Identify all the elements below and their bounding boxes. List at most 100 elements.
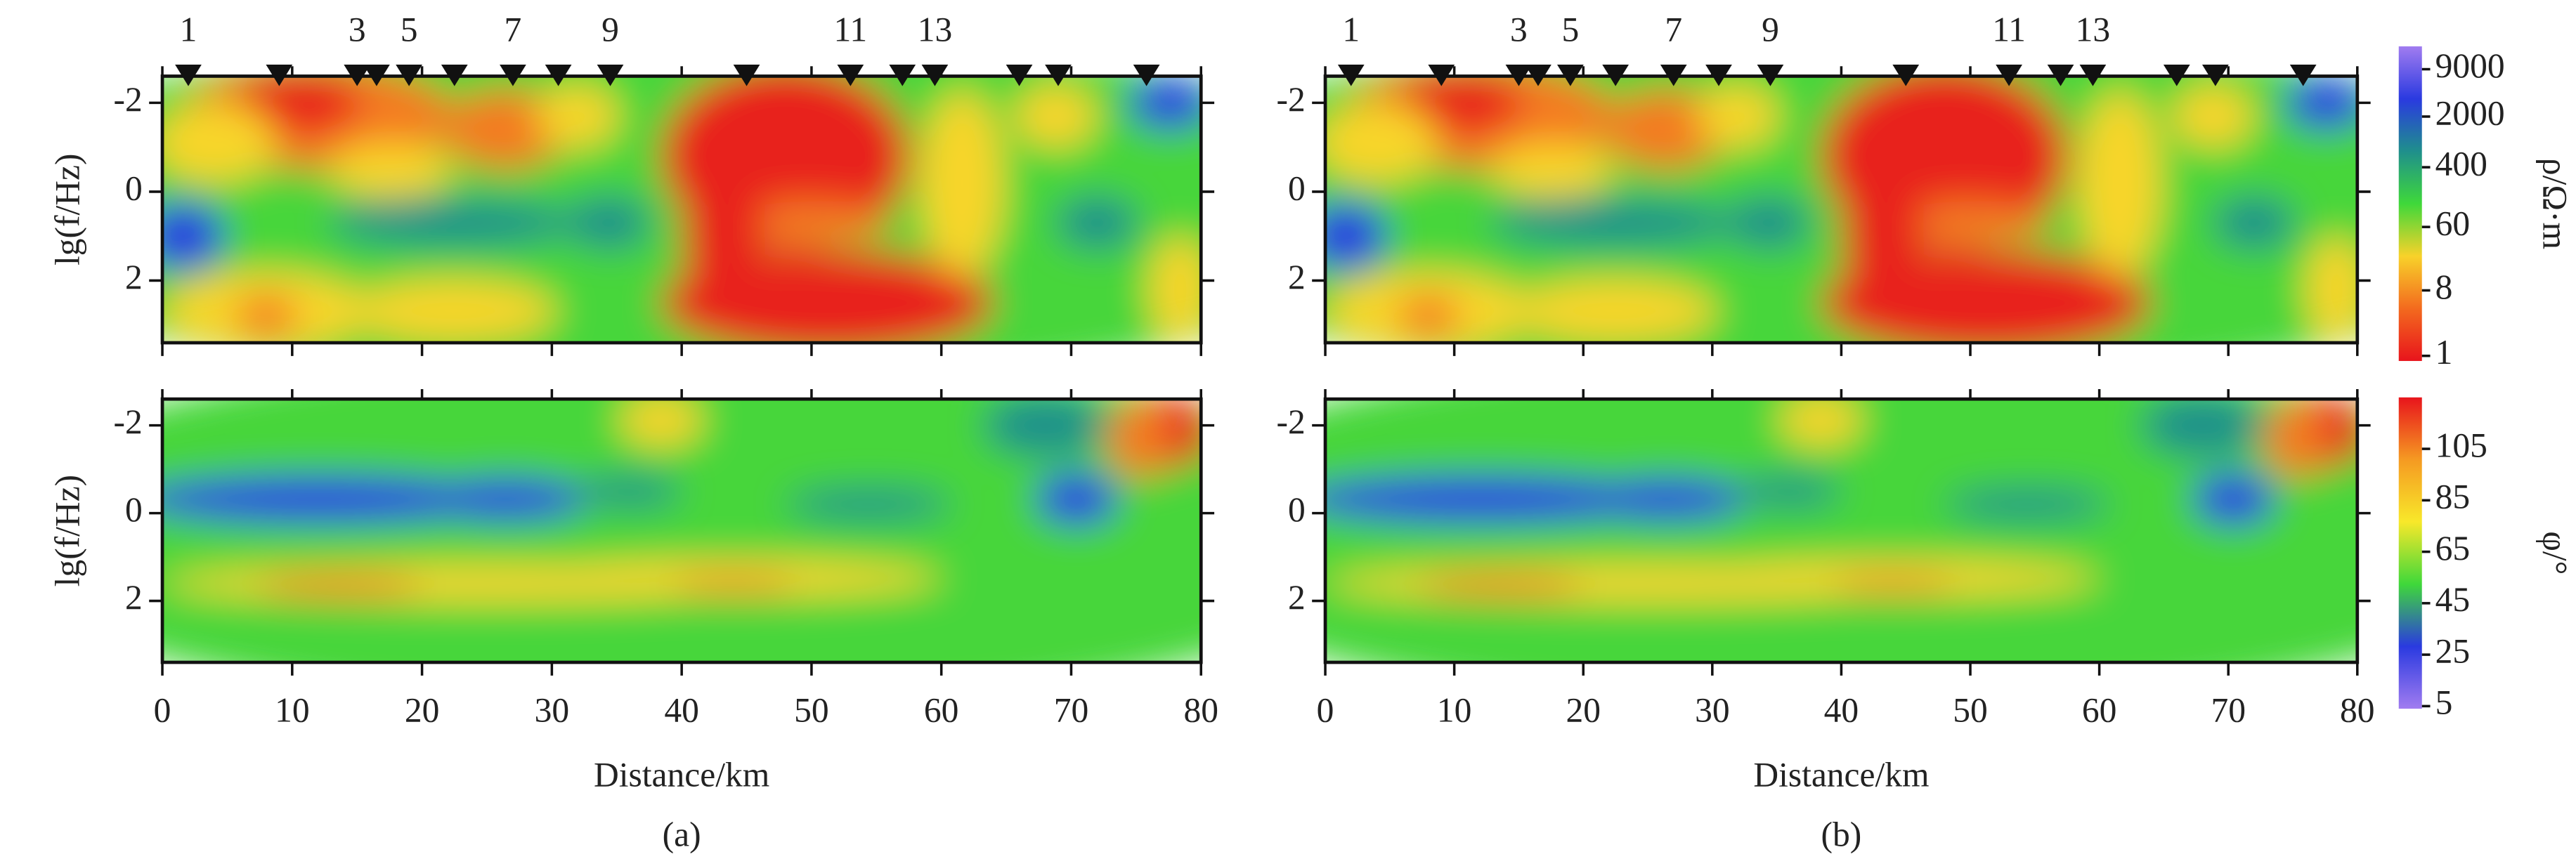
contour-field — [162, 76, 1202, 343]
station-marker — [2047, 64, 2074, 86]
station-marker — [2289, 64, 2317, 86]
contour-region — [162, 475, 505, 523]
contour-region — [1841, 169, 1924, 303]
station-marker — [500, 64, 526, 86]
contour-region — [2305, 236, 2357, 343]
contour-region — [682, 169, 765, 303]
y-tick-label: 0 — [1288, 169, 1306, 207]
y-tick-label: -2 — [114, 80, 143, 119]
station-marker — [2163, 64, 2190, 86]
station-marker — [1892, 64, 1920, 86]
station-marker — [545, 64, 572, 86]
station-marker — [1337, 64, 1365, 86]
station-label: 7 — [505, 11, 522, 49]
contour-region — [1583, 478, 1749, 520]
station-marker — [733, 64, 760, 86]
station-marker — [441, 64, 468, 86]
x-tick-label: 20 — [405, 690, 440, 729]
station-label: 9 — [1762, 11, 1779, 49]
contour-region — [2140, 399, 2265, 457]
station-label: 3 — [349, 11, 366, 49]
x-tick-label: 10 — [275, 690, 310, 729]
colorbar-tick-label: 25 — [2435, 631, 2471, 670]
contour-region — [567, 196, 651, 250]
panel-caption: (a) — [663, 815, 701, 853]
colorbar-tick-label: 45 — [2435, 580, 2471, 619]
contour-region — [1325, 103, 1439, 183]
contour-region — [1727, 196, 1811, 250]
station-label: 1 — [180, 11, 197, 49]
x-tick-label: 70 — [1054, 690, 1089, 729]
colorbar-tick-label: 8 — [2435, 268, 2453, 306]
station-marker — [1428, 64, 1455, 86]
station-marker — [363, 64, 390, 86]
station-label: 7 — [1665, 11, 1682, 49]
contour-field — [1325, 76, 2357, 343]
colorbar-tick-label: 1 — [2435, 333, 2453, 372]
station-marker — [175, 64, 202, 86]
contour-region — [235, 294, 298, 338]
contour-region — [1397, 294, 1459, 338]
colorbar-tick-label: 105 — [2435, 426, 2487, 464]
x-tick-label: 0 — [154, 690, 171, 729]
contour-region — [1128, 76, 1202, 130]
y-tick-label: 2 — [1288, 578, 1306, 617]
x-tick-label: 50 — [1953, 690, 1987, 729]
contour-region — [1149, 236, 1202, 343]
contour-region — [2079, 89, 2161, 277]
station-marker — [1996, 64, 2022, 86]
x-tick-label: 60 — [924, 690, 959, 729]
contour-field — [162, 399, 1202, 663]
contour-region — [1779, 399, 1862, 447]
station-label: 1 — [1342, 11, 1360, 49]
y-tick-label: 0 — [125, 169, 143, 207]
y-tick-label: -2 — [1277, 80, 1306, 119]
contour-region — [1107, 399, 1170, 478]
station-marker — [344, 64, 371, 86]
contour-region — [536, 84, 620, 148]
contour-region — [982, 399, 1108, 457]
y-tick-label: 0 — [1288, 490, 1306, 529]
y-tick-label: -2 — [1277, 402, 1306, 441]
contour-region — [1325, 475, 1666, 523]
station-label: 11 — [1992, 11, 2026, 49]
contour-region — [1944, 488, 2110, 520]
y-tick-label: -2 — [114, 402, 143, 441]
contour-blobs — [1325, 76, 2357, 343]
panel-caption: (b) — [1821, 815, 1862, 853]
station-marker — [1660, 64, 1687, 86]
x-tick-label: 40 — [1824, 690, 1859, 729]
y-tick-label: 2 — [1288, 258, 1306, 296]
contour-region — [422, 478, 589, 520]
contour-region — [1490, 199, 1738, 247]
station-label: 5 — [1561, 11, 1579, 49]
x-tick-label: 20 — [1566, 690, 1601, 729]
station-label: 11 — [834, 11, 868, 49]
x-tick-label: 50 — [794, 690, 828, 729]
contour-region — [578, 475, 682, 507]
x-tick-label: 30 — [535, 690, 569, 729]
contour-region — [2192, 473, 2275, 526]
x-tick-label: 0 — [1317, 690, 1334, 729]
station-marker — [837, 64, 864, 86]
station-marker — [1045, 64, 1072, 86]
y-tick-label: 0 — [125, 490, 143, 529]
contour-blobs — [162, 399, 1202, 663]
contour-blobs — [162, 76, 1202, 343]
contour-region — [1511, 278, 1718, 343]
contour-region — [162, 103, 277, 183]
station-marker — [1557, 64, 1584, 86]
contour-region — [1882, 201, 2048, 244]
colorbar-tick-label: 2000 — [2435, 93, 2505, 132]
y-tick-label: 2 — [125, 258, 143, 296]
contour-region — [785, 488, 952, 520]
station-label: 13 — [918, 11, 952, 49]
contour-region — [1604, 89, 1728, 170]
contour-region — [1490, 143, 1615, 197]
x-axis-label: Distance/km — [594, 755, 769, 794]
contour-region — [723, 201, 890, 244]
colorbar-tick-label: 9000 — [2435, 46, 2505, 85]
x-tick-label: 40 — [664, 690, 699, 729]
contour-region — [2264, 399, 2327, 478]
